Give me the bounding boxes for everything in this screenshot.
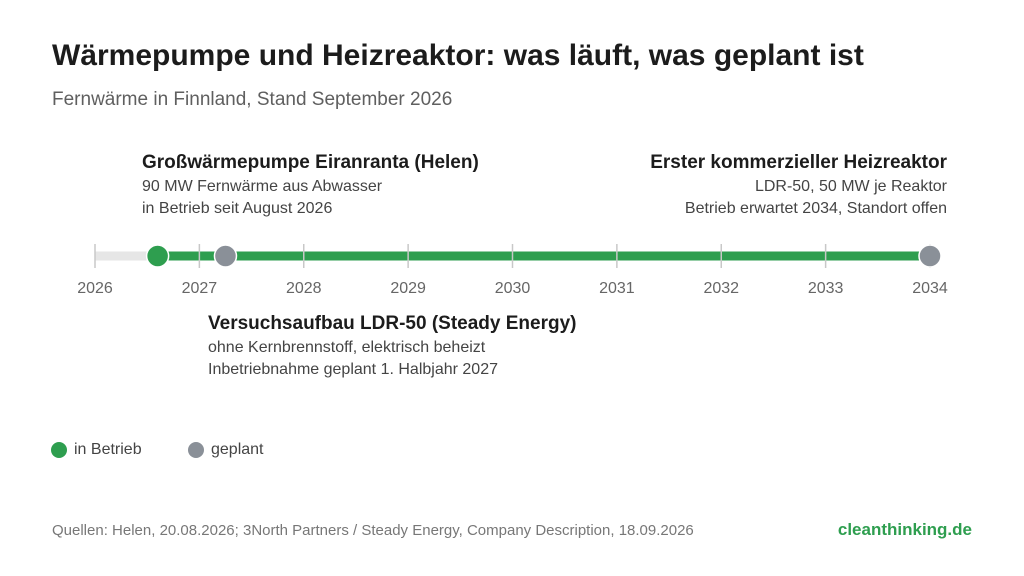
legend-label: in Betrieb	[74, 441, 142, 458]
axis-tick-label: 2034	[912, 280, 948, 297]
event-detail: ohne Kernbrennstoff, elektrisch beheizt	[208, 339, 486, 356]
event-detail: Betrieb erwartet 2034, Standort offen	[684, 200, 947, 217]
chart-subtitle: Fernwärme in Finnland, Stand September 2…	[52, 89, 453, 110]
axis-tick-label: 2027	[182, 280, 218, 297]
brand-link[interactable]: cleanthinking.de	[837, 520, 972, 539]
axis-tick-label: 2032	[703, 280, 739, 297]
event-marker	[213, 244, 238, 268]
legend-item-operating: in Betrieb	[51, 441, 142, 459]
legend-label: geplant	[211, 441, 264, 458]
axis-tick-label: 2029	[390, 280, 426, 297]
event-title: Großwärmepumpe Eiranranta (Helen)	[142, 152, 479, 173]
event-detail: 90 MW Fernwärme aus Abwasser	[142, 178, 383, 195]
event-detail: in Betrieb seit August 2026	[142, 200, 333, 217]
legend-swatch	[51, 442, 67, 458]
event-title: Erster kommerzieller Heizreaktor	[650, 152, 947, 173]
legend-item-planned: geplant	[188, 441, 264, 459]
event-marker	[145, 244, 170, 268]
event-detail: LDR-50, 50 MW je Reaktor	[754, 178, 947, 195]
legend-swatch	[188, 442, 204, 458]
event-detail: Inbetriebnahme geplant 1. Halbjahr 2027	[208, 361, 498, 378]
axis-tick-label: 2026	[77, 280, 113, 297]
axis-tick-label: 2031	[599, 280, 635, 297]
event-marker	[918, 244, 942, 268]
axis-tick-label: 2028	[286, 280, 322, 297]
chart-title: Wärmepumpe und Heizreaktor: was läuft, w…	[52, 39, 864, 72]
event-title: Versuchsaufbau LDR-50 (Steady Energy)	[208, 313, 577, 334]
event-annotation-heat-pump: Großwärmepumpe Eiranranta (Helen) 90 MW …	[142, 150, 479, 220]
source-note: Quellen: Helen, 20.08.2026; 3North Partn…	[52, 522, 694, 539]
event-annotation-heating-reactor: Erster kommerzieller Heizreaktor LDR-50,…	[650, 150, 947, 220]
axis-tick-label: 2033	[808, 280, 844, 297]
axis-tick-label: 2030	[495, 280, 531, 297]
event-annotation-ldr50-test: Versuchsaufbau LDR-50 (Steady Energy) oh…	[208, 311, 577, 381]
